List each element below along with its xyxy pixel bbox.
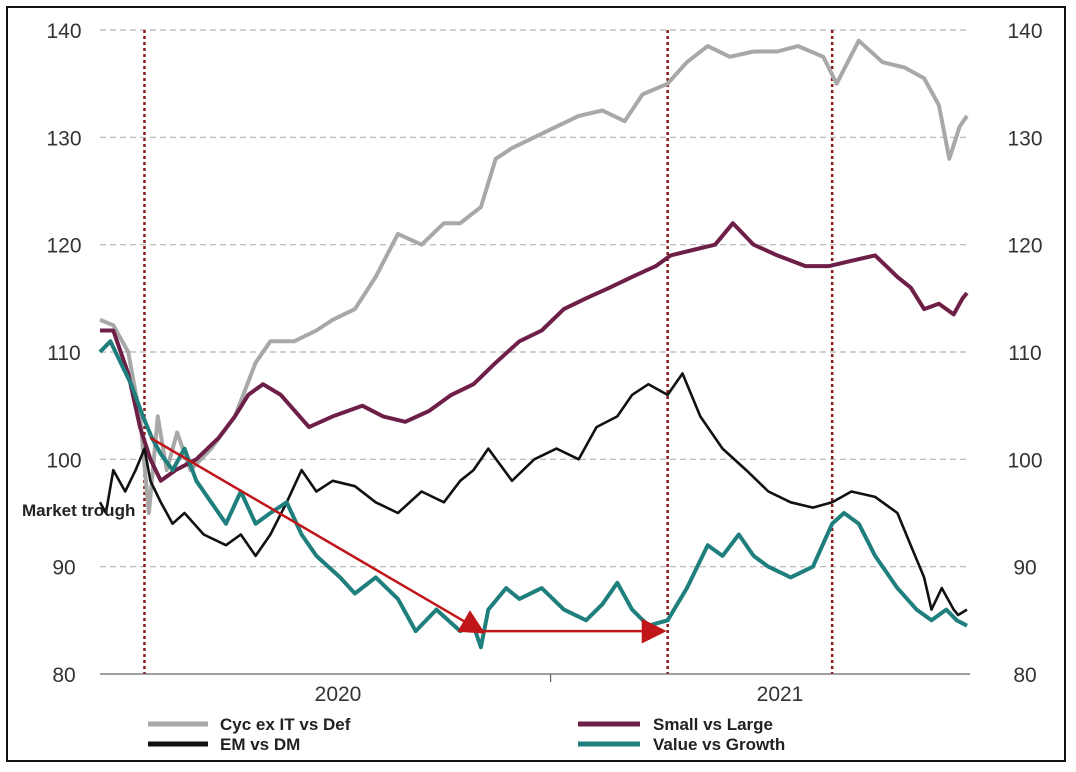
series-line [98, 372, 968, 617]
legend-label: Value vs Growth [653, 735, 785, 754]
y-tick-label-left: 130 [46, 127, 81, 150]
trend-arrow [149, 436, 486, 634]
y-tick-label-left: 140 [46, 20, 81, 43]
trend-arrows [149, 436, 667, 644]
market-trough-annotation: Market trough [22, 501, 135, 520]
y-tick-label-left: 80 [52, 664, 75, 687]
legend: Cyc ex IT vs Def Small vs Large EM vs DM Va… [148, 715, 785, 754]
x-tick-label: 2021 [757, 683, 804, 706]
series-line [99, 38, 969, 515]
series-lines [98, 38, 969, 650]
line-chart: 140 130 120 110 100 90 80 140 130 120 110 100 90 80 20… [22, 20, 1043, 754]
series-line [98, 339, 968, 650]
y-tick-label-right: 130 [1007, 127, 1042, 150]
axis-ticks: 140 130 120 110 100 90 80 140 130 120 110 100 90 80 20… [46, 20, 1042, 706]
legend-label: EM vs DM [220, 735, 300, 754]
y-tick-label-right: 100 [1007, 449, 1042, 472]
market-trough-lines [143, 30, 834, 674]
y-tick-label-right: 80 [1013, 664, 1036, 687]
series-line [100, 221, 969, 483]
y-tick-label-right: 90 [1013, 557, 1036, 580]
chart-frame: 140 130 120 110 100 90 80 140 130 120 110 100 90 80 20… [6, 6, 1066, 762]
y-tick-label-right: 140 [1007, 20, 1042, 43]
legend-label: Cyc ex IT vs Def [220, 715, 351, 734]
gridlines [100, 29, 970, 568]
y-tick-label-left: 90 [52, 557, 75, 580]
y-tick-label-left: 110 [47, 342, 80, 365]
y-tick-label-right: 110 [1008, 342, 1041, 365]
x-tick-label: 2020 [315, 683, 362, 706]
y-tick-label-left: 100 [46, 449, 81, 472]
y-tick-label-right: 120 [1007, 235, 1042, 258]
legend-label: Small vs Large [653, 715, 773, 734]
y-tick-label-left: 120 [46, 235, 81, 258]
